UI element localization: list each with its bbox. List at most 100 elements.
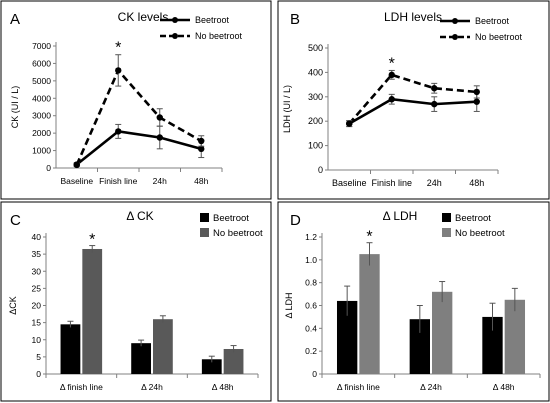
bar-no-beetroot (432, 291, 453, 374)
y-tick-label: 0.4 (305, 323, 317, 333)
y-axis-label: Δ LDH (284, 292, 294, 318)
x-tick-label: Δ 24h (420, 382, 442, 392)
x-tick-label: Finish line (99, 176, 138, 186)
chart-panel-b: B LDH levels 0 100 200 300 400 500 Baseline Finis… (277, 0, 550, 200)
chart-title: LDH levels (384, 10, 442, 24)
y-axis-label: LDH (UI / L) (282, 85, 292, 133)
y-tick-label: 5 (36, 352, 41, 362)
legend-swatch (200, 213, 209, 222)
y-tick-label: 200 (308, 116, 323, 126)
significance-marker: * (389, 55, 395, 72)
x-tick-label: Δ finish line (337, 382, 380, 392)
legend-label: No beetroot (455, 228, 505, 239)
data-point (156, 134, 163, 141)
y-tick-label: 15 (32, 318, 42, 328)
data-point (388, 71, 395, 79)
data-point (115, 67, 122, 74)
y-tick-label: 0 (36, 369, 41, 379)
y-tick-label: 0.8 (305, 278, 317, 288)
bar-no-beetroot (82, 248, 103, 374)
panel-label: A (10, 11, 20, 28)
legend-label: Beetroot (475, 16, 510, 26)
chart-panel-c: C Δ CK 0 5 10 15 20 25 30 35 40 Δ finish line Δ 24h Δ… (0, 201, 272, 402)
x-tick-label: 48h (469, 178, 484, 188)
y-tick-label: 5000 (32, 76, 51, 86)
bar-no-beetroot (359, 254, 380, 374)
y-tick-label: 0.2 (305, 346, 317, 356)
x-tick-label: Baseline (332, 178, 367, 188)
y-tick-label: 35 (32, 249, 42, 259)
y-tick-label: 30 (32, 266, 42, 276)
legend-swatch (200, 228, 209, 237)
panel-border (0, 0, 272, 200)
series-line-beetroot (75, 130, 202, 166)
y-tick-label: 2000 (32, 128, 51, 138)
data-point (156, 114, 163, 121)
y-tick-label: 7000 (32, 41, 51, 51)
data-point (198, 137, 205, 145)
x-tick-label: Finish line (371, 178, 412, 188)
x-tick-label: Δ 48h (212, 382, 234, 392)
series-line-beetroot (348, 97, 477, 125)
legend-swatch (442, 228, 451, 237)
y-tick-label: 1.2 (305, 232, 317, 242)
y-axis-label: CK (UI / L) (10, 86, 20, 129)
panel-border (277, 0, 550, 200)
x-tick-label: 24h (427, 178, 442, 188)
bar-no-beetroot (223, 348, 244, 374)
data-point (431, 85, 438, 92)
y-tick-label: 6000 (32, 58, 51, 68)
panel-label: C (10, 212, 21, 229)
legend-marker (172, 33, 178, 39)
x-tick-label: 48h (194, 176, 208, 186)
y-tick-label: 0 (46, 163, 51, 173)
y-tick-label: 1.0 (305, 255, 317, 265)
x-tick-label: Δ finish line (60, 382, 103, 392)
y-tick-label: 0 (318, 165, 323, 175)
x-tick-label: Baseline (60, 176, 93, 186)
bar-beetroot (201, 359, 222, 374)
x-tick-label: 24h (153, 176, 167, 186)
y-tick-label: 300 (308, 92, 323, 102)
panel-label: B (290, 11, 300, 28)
chart-title: Δ LDH (383, 209, 418, 223)
y-tick-label: 3000 (32, 111, 51, 121)
y-tick-label: 0 (312, 369, 317, 379)
data-point (388, 96, 395, 103)
y-tick-label: 10 (32, 335, 42, 345)
chart-title: CK levels (118, 10, 169, 24)
series-line-no-beetroot (75, 68, 202, 166)
legend-label: No beetroot (195, 31, 243, 41)
y-tick-label: 1000 (32, 146, 51, 156)
bar-beetroot (60, 324, 81, 374)
bar-beetroot (131, 343, 151, 374)
significance-marker: * (366, 229, 372, 246)
y-tick-label: 0.6 (305, 301, 317, 311)
chart-title: Δ CK (126, 209, 153, 223)
bar-beetroot (409, 319, 430, 374)
legend-label: Beetroot (213, 213, 249, 224)
data-point (473, 88, 480, 96)
data-point (346, 120, 353, 127)
x-tick-label: Δ 48h (493, 382, 515, 392)
panel-label: D (290, 212, 301, 229)
data-point (73, 161, 80, 169)
legend-marker (172, 17, 178, 23)
y-tick-label: 100 (308, 141, 323, 151)
data-point (431, 100, 438, 108)
y-axis-label: ΔCK (8, 296, 18, 315)
chart-panel-a: A CK levels 0 1000 2000 3000 4000 5000 6000 7000 B… (0, 0, 272, 200)
significance-marker: * (115, 40, 121, 57)
legend-label: Beetroot (195, 15, 230, 25)
y-tick-label: 500 (308, 43, 323, 53)
legend-label: No beetroot (475, 32, 523, 42)
data-point (115, 128, 122, 135)
y-tick-label: 25 (32, 283, 42, 293)
legend-label: No beetroot (213, 228, 263, 239)
bar-beetroot (336, 300, 358, 374)
legend-label: Beetroot (455, 213, 491, 224)
data-point (473, 98, 480, 105)
y-tick-label: 400 (308, 67, 323, 77)
